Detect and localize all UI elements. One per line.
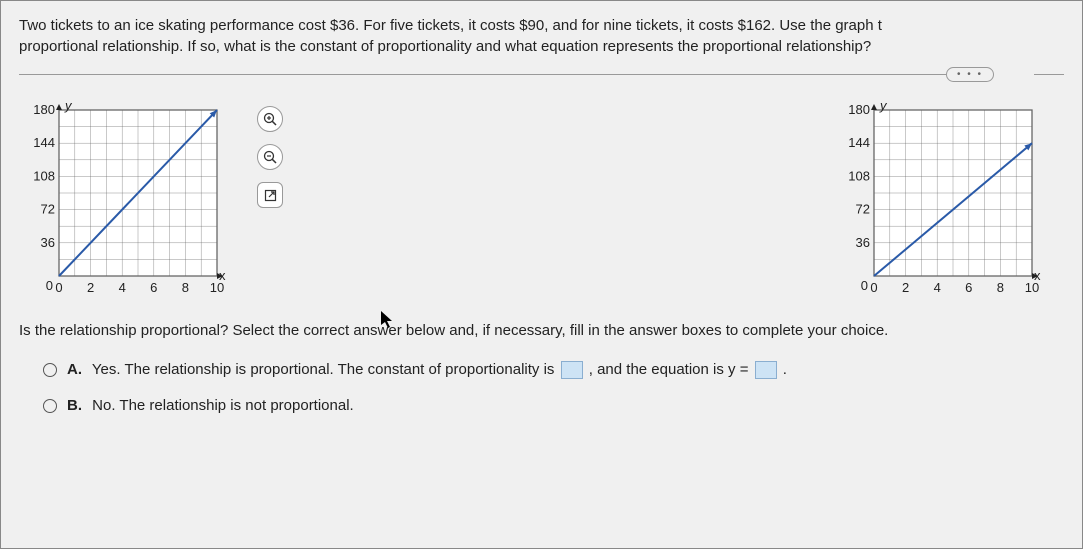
choice-b-content: B. No. The relationship is not proportio… bbox=[67, 397, 354, 414]
divider-line-right bbox=[1034, 74, 1064, 75]
svg-text:180: 180 bbox=[848, 102, 870, 117]
choice-a-text-1: Yes. The relationship is proportional. T… bbox=[92, 361, 559, 378]
svg-text:180: 180 bbox=[33, 102, 55, 117]
open-external-button[interactable] bbox=[257, 182, 283, 208]
ellipsis-pill[interactable]: • • • bbox=[946, 67, 994, 82]
question-line-1: Two tickets to an ice skating performanc… bbox=[19, 17, 882, 34]
choice-a-text-3: . bbox=[783, 361, 787, 378]
svg-text:36: 36 bbox=[856, 235, 870, 250]
svg-text:6: 6 bbox=[965, 280, 972, 295]
svg-text:72: 72 bbox=[856, 202, 870, 217]
svg-text:8: 8 bbox=[182, 280, 189, 295]
sub-question: Is the relationship proportional? Select… bbox=[19, 322, 1064, 339]
right-chart-block: 367210814418002468100xy bbox=[834, 100, 1044, 300]
radio-b[interactable] bbox=[43, 399, 57, 413]
question-line-2: proportional relationship. If so, what i… bbox=[19, 38, 871, 55]
open-external-icon bbox=[264, 189, 277, 202]
blank-constant[interactable] bbox=[561, 361, 583, 379]
choices-group: A. Yes. The relationship is proportional… bbox=[19, 361, 1064, 414]
zoom-in-button[interactable] bbox=[257, 106, 283, 132]
divider-row: • • • bbox=[19, 67, 1064, 82]
question-text: Two tickets to an ice skating performanc… bbox=[19, 15, 1064, 57]
choice-b-label: B. bbox=[67, 397, 82, 414]
choice-a-label: A. bbox=[67, 361, 82, 378]
choice-b-text: No. The relationship is not proportional… bbox=[92, 397, 354, 414]
svg-text:108: 108 bbox=[33, 168, 55, 183]
svg-text:0: 0 bbox=[861, 278, 868, 293]
svg-text:0: 0 bbox=[870, 280, 877, 295]
svg-text:36: 36 bbox=[41, 235, 55, 250]
svg-text:4: 4 bbox=[119, 280, 126, 295]
radio-a[interactable] bbox=[43, 363, 57, 377]
svg-text:8: 8 bbox=[997, 280, 1004, 295]
svg-text:144: 144 bbox=[848, 135, 870, 150]
svg-text:108: 108 bbox=[848, 168, 870, 183]
svg-text:0: 0 bbox=[46, 278, 53, 293]
right-chart: 367210814418002468100xy bbox=[834, 100, 1044, 300]
magnifier-minus-icon bbox=[263, 150, 277, 164]
svg-text:4: 4 bbox=[934, 280, 941, 295]
svg-text:144: 144 bbox=[33, 135, 55, 150]
divider-line-left bbox=[19, 74, 946, 75]
choice-b-row[interactable]: B. No. The relationship is not proportio… bbox=[43, 397, 1064, 414]
magnifier-plus-icon bbox=[263, 112, 277, 126]
blank-equation[interactable] bbox=[755, 361, 777, 379]
left-chart: 367210814418002468100xy bbox=[19, 100, 229, 300]
svg-text:2: 2 bbox=[87, 280, 94, 295]
choice-a-text-2: , and the equation is y = bbox=[589, 361, 753, 378]
choice-a-content: A. Yes. The relationship is proportional… bbox=[67, 361, 787, 379]
tool-column bbox=[257, 106, 283, 208]
choice-a-row[interactable]: A. Yes. The relationship is proportional… bbox=[43, 361, 1064, 379]
left-chart-block: 367210814418002468100xy bbox=[19, 100, 283, 300]
svg-text:0: 0 bbox=[55, 280, 62, 295]
svg-text:72: 72 bbox=[41, 202, 55, 217]
zoom-out-button[interactable] bbox=[257, 144, 283, 170]
svg-text:2: 2 bbox=[902, 280, 909, 295]
svg-text:6: 6 bbox=[150, 280, 157, 295]
